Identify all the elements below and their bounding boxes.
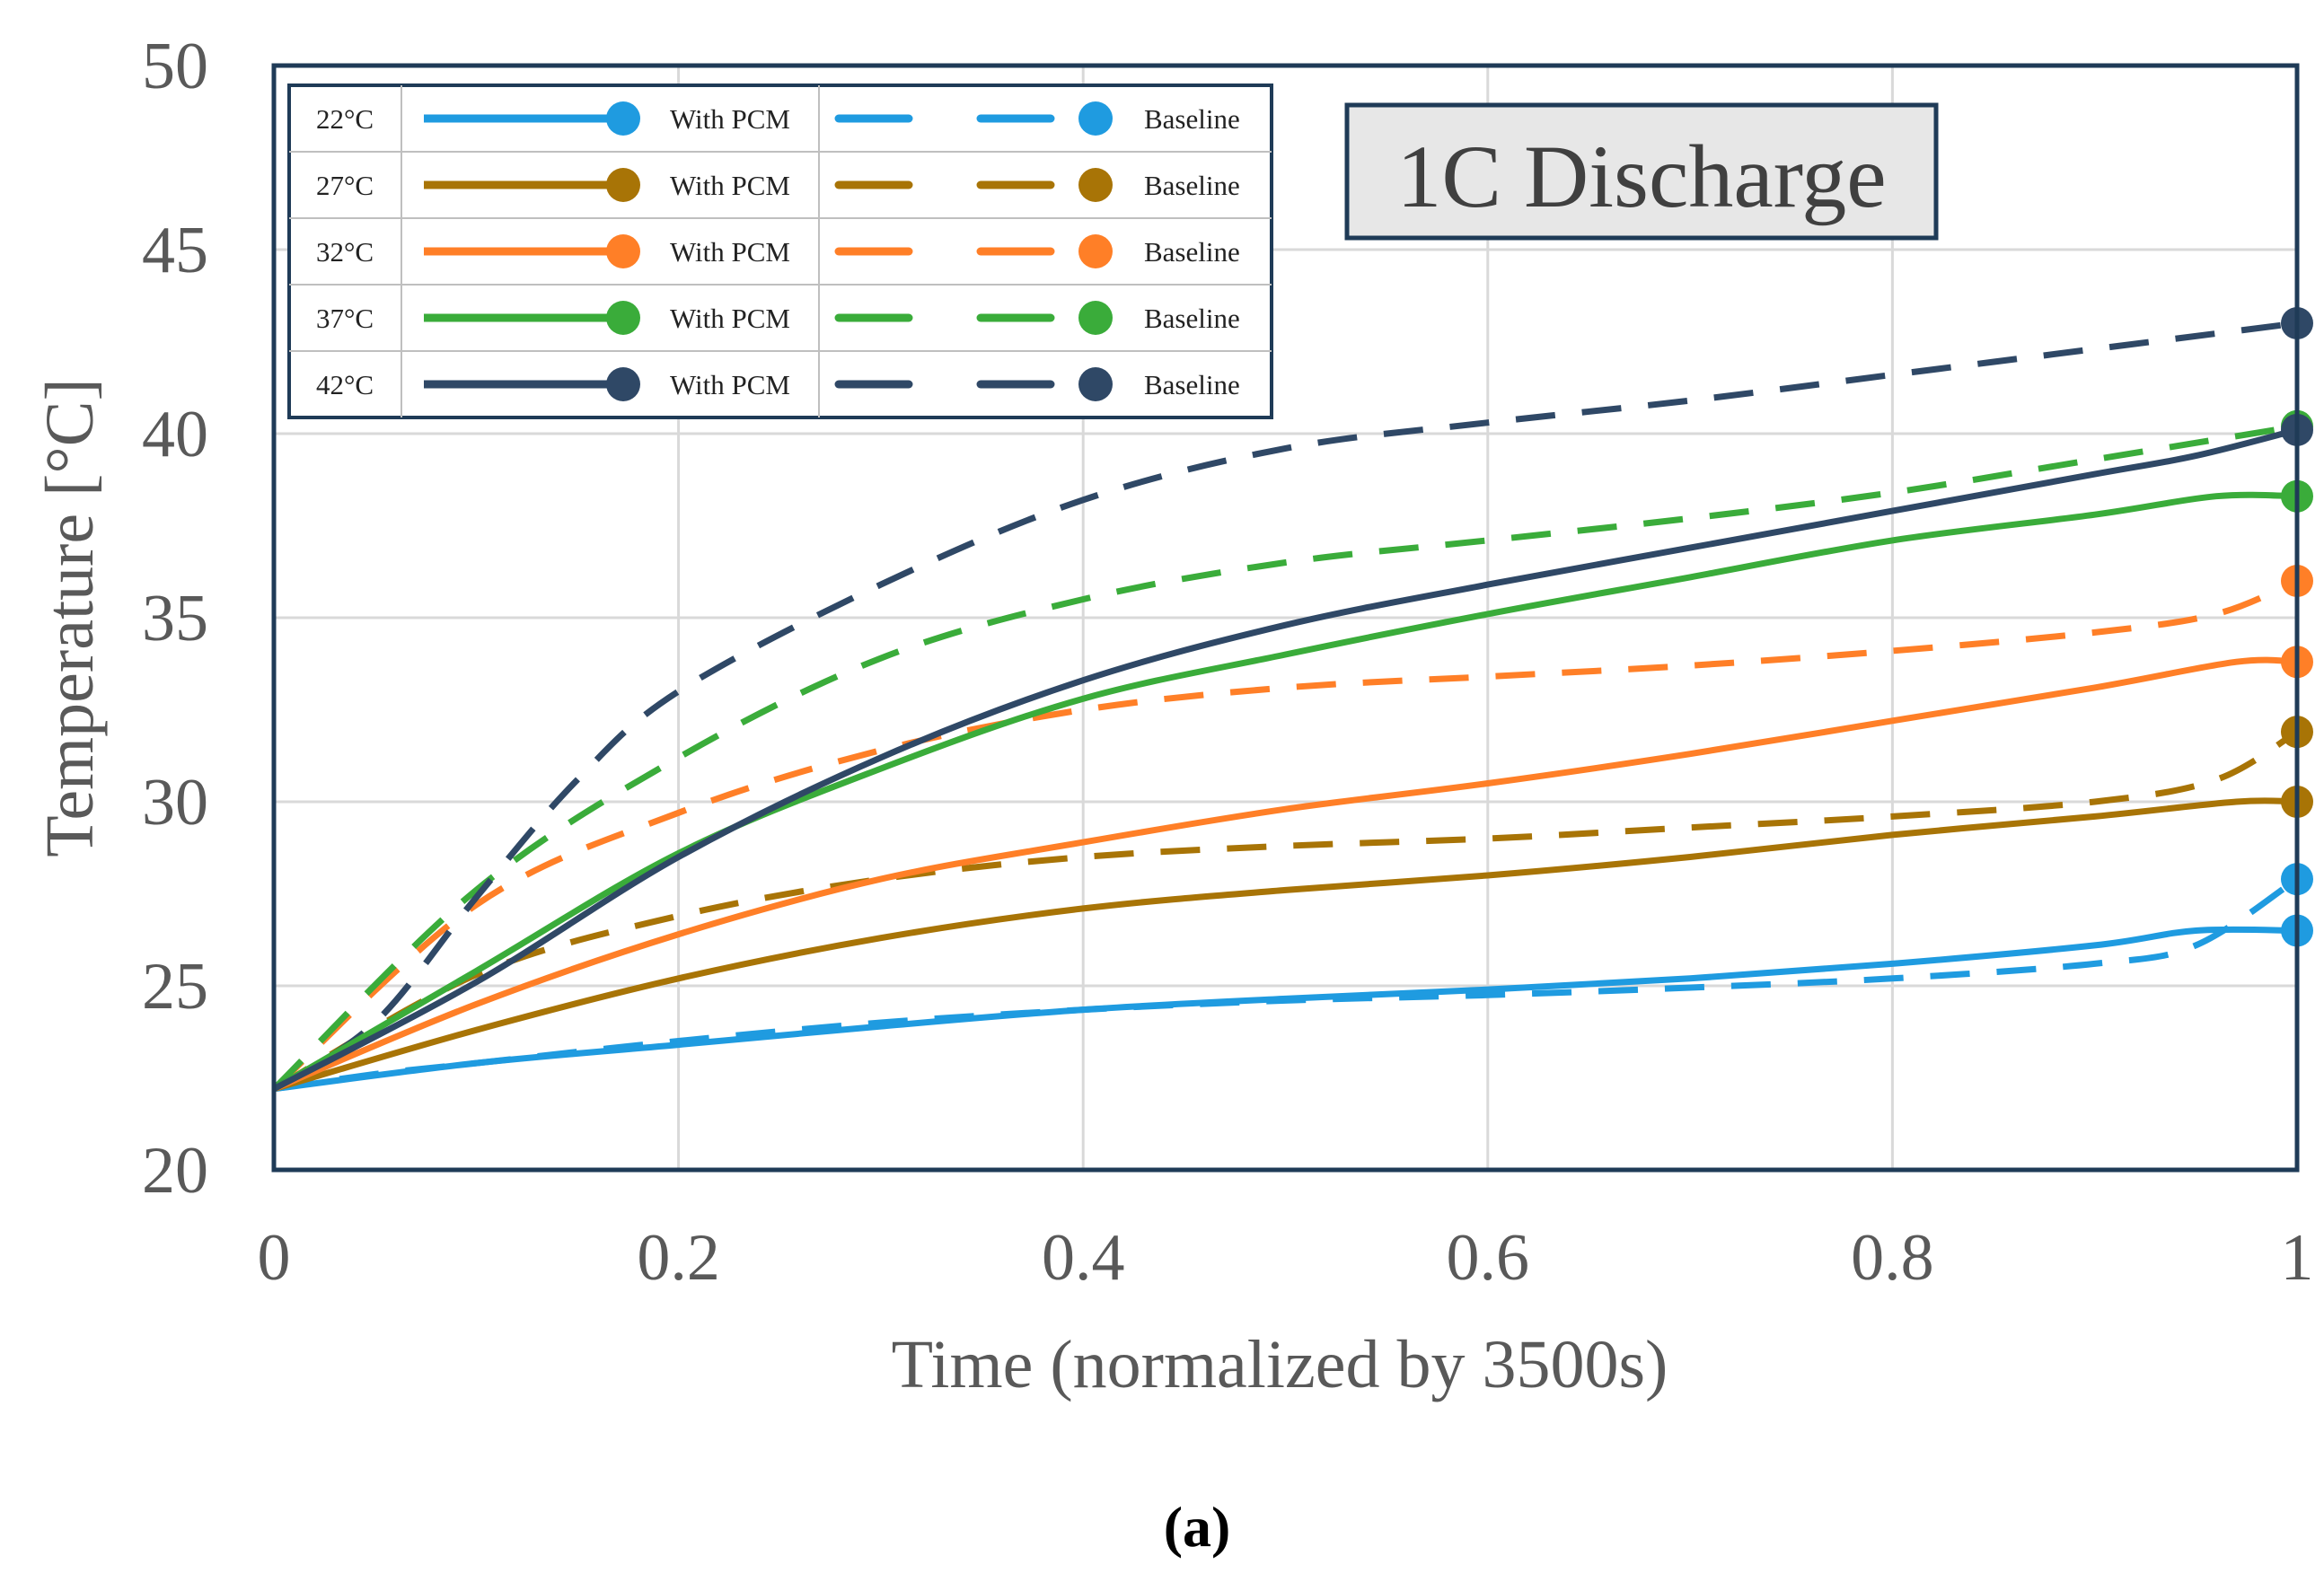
legend-pcm-label: With PCM bbox=[670, 303, 790, 334]
series-line-27-c-baseline bbox=[272, 729, 2299, 1092]
legend-ambient-label: 32°C bbox=[316, 236, 374, 268]
x-tick-label: 1 bbox=[2281, 1221, 2314, 1295]
y-tick-label: 40 bbox=[142, 398, 208, 471]
legend-baseline-marker bbox=[1078, 168, 1113, 202]
legend-baseline-label: Baseline bbox=[1144, 303, 1240, 334]
legend-baseline-label: Baseline bbox=[1144, 236, 1240, 268]
series-line-27-c-with-pcm bbox=[273, 797, 2298, 1093]
legend-baseline-marker bbox=[1078, 301, 1113, 335]
series-line-42-c-baseline bbox=[272, 320, 2298, 1092]
series-line-32-c-baseline bbox=[271, 577, 2299, 1092]
legend-row: 37°C With PCM Baseline bbox=[316, 301, 1240, 335]
legend-pcm-label: With PCM bbox=[670, 236, 790, 268]
legend-row: 22°C With PCM Baseline bbox=[316, 101, 1240, 136]
y-tick-label: 30 bbox=[142, 766, 208, 839]
y-tick-label: 25 bbox=[142, 950, 208, 1024]
legend-baseline-marker bbox=[1078, 101, 1113, 136]
legend-baseline-label: Baseline bbox=[1144, 170, 1240, 201]
legend-baseline-label: Baseline bbox=[1144, 103, 1240, 135]
legend-pcm-marker bbox=[606, 301, 640, 335]
series-line-37-c-baseline bbox=[271, 423, 2298, 1092]
chart-title-badge: 1C Discharge bbox=[1344, 102, 1939, 241]
series-line-22-c-with-pcm bbox=[273, 926, 2298, 1093]
y-tick-label: 20 bbox=[142, 1134, 208, 1208]
plot-frame bbox=[271, 63, 2300, 1173]
x-tick-label: 0.8 bbox=[1851, 1221, 1934, 1295]
legend-ambient-label: 37°C bbox=[316, 303, 374, 334]
series-line-37-c-with-pcm bbox=[272, 491, 2298, 1092]
series-line-42-c-with-pcm bbox=[272, 426, 2298, 1092]
legend-pcm-marker bbox=[606, 168, 640, 202]
legend-ambient-label: 22°C bbox=[316, 103, 374, 135]
series-layer bbox=[271, 307, 2313, 1093]
y-tick-label: 35 bbox=[142, 582, 208, 655]
series-line-32-c-with-pcm bbox=[272, 656, 2298, 1093]
legend-row: 27°C With PCM Baseline bbox=[316, 168, 1240, 202]
x-tick-label: 0 bbox=[258, 1221, 291, 1295]
x-tick-label: 0.6 bbox=[1447, 1221, 1530, 1295]
tick-labels: 0 0.2 0.4 0.6 0.8 1 20 25 30 35 40 45 50 bbox=[142, 30, 2314, 1295]
legend-pcm-label: With PCM bbox=[670, 170, 790, 201]
chart-title: 1C Discharge bbox=[1396, 127, 1886, 226]
legend-pcm-label: With PCM bbox=[670, 103, 790, 135]
x-tick-label: 0.2 bbox=[637, 1221, 720, 1295]
x-axis-title: Time (normalized by 3500s) bbox=[892, 1327, 1668, 1402]
legend-ambient-label: 42°C bbox=[316, 369, 374, 400]
legend-pcm-marker bbox=[606, 367, 640, 401]
legend-baseline-marker bbox=[1078, 367, 1113, 401]
title-badge-box bbox=[1344, 102, 1939, 241]
legend-baseline-label: Baseline bbox=[1144, 369, 1240, 400]
legend: 22°C With PCM Baseline 27°C With PCM Baseline… bbox=[287, 83, 1273, 419]
x-tick-label: 0.4 bbox=[1042, 1221, 1125, 1295]
legend-baseline-marker bbox=[1078, 234, 1113, 268]
y-tick-label: 45 bbox=[142, 214, 208, 287]
y-tick-label: 50 bbox=[142, 30, 208, 103]
legend-ambient-label: 27°C bbox=[316, 170, 374, 201]
legend-row: 42°C With PCM Baseline bbox=[316, 367, 1240, 401]
legend-row: 32°C With PCM Baseline bbox=[316, 234, 1240, 268]
figure-caption: (a) bbox=[1164, 1495, 1231, 1559]
legend-pcm-marker bbox=[606, 101, 640, 136]
y-axis-title: Temperature [°C] bbox=[32, 378, 108, 857]
legend-pcm-label: With PCM bbox=[670, 369, 790, 400]
legend-pcm-marker bbox=[606, 234, 640, 268]
